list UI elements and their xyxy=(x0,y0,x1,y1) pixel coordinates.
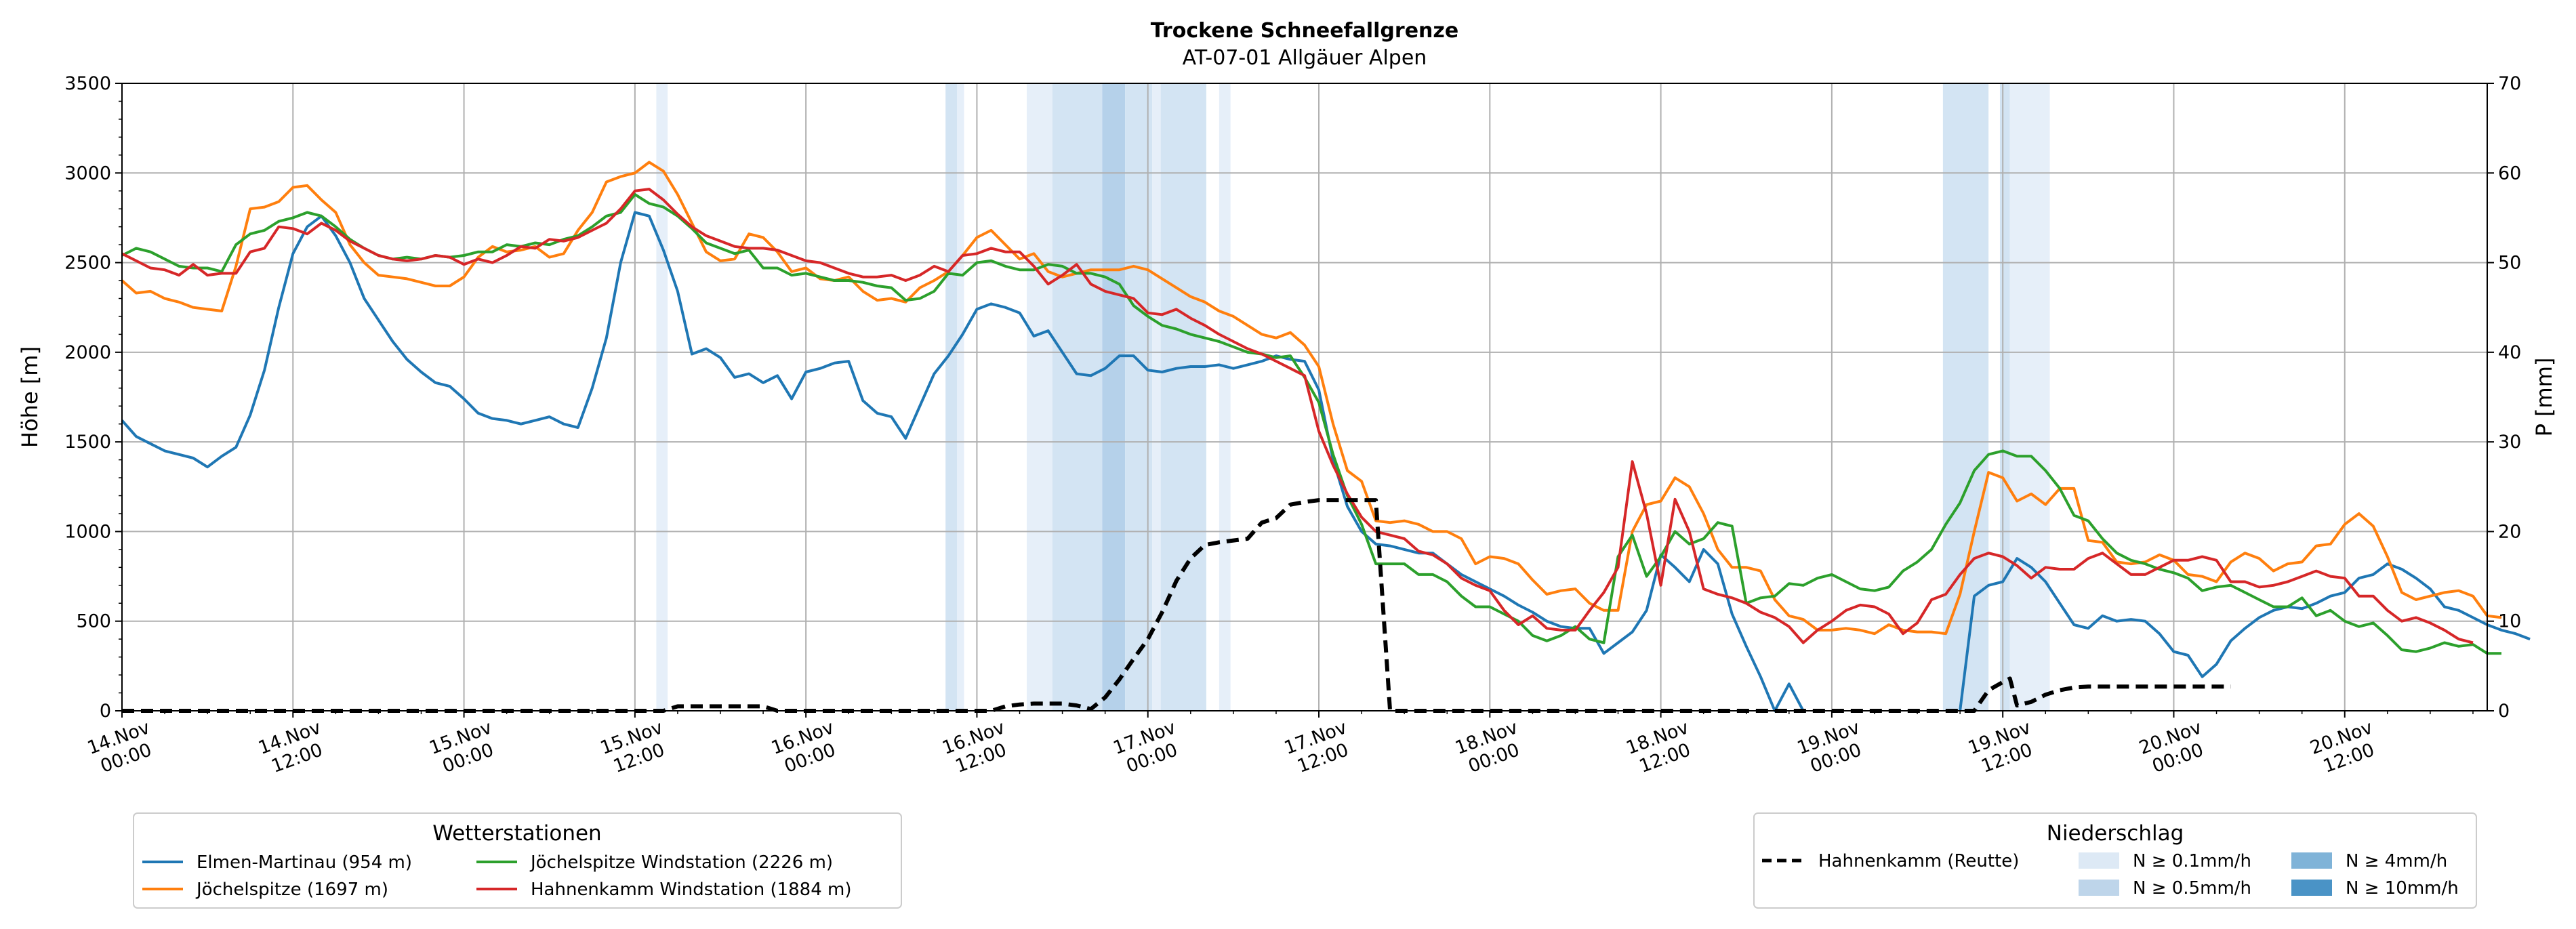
legend-station-label-0: Elmen-Martinau (954 m) xyxy=(197,852,412,873)
x-tick-label-0: 14.Nov00:00 xyxy=(85,717,160,779)
series-line-2 xyxy=(121,193,2501,655)
y2-tick-label-7: 70 xyxy=(2498,73,2521,94)
x-tick-label-6: 17.Nov00:00 xyxy=(1111,717,1186,779)
precip-band-10 xyxy=(1942,83,1989,711)
precip-band-4 xyxy=(1052,83,1103,711)
y-tick-label-5: 2500 xyxy=(64,253,111,274)
series-line-4 xyxy=(122,498,2231,713)
series-line-1 xyxy=(121,161,2502,636)
plot-frame xyxy=(121,83,2488,711)
x-tick-label-2: 15.Nov00:00 xyxy=(426,717,502,779)
y-tick-label-2: 1000 xyxy=(64,521,111,542)
x-tick-label-12: 20.Nov00:00 xyxy=(2136,717,2211,779)
y2-axis-label: P [mm] xyxy=(2531,358,2557,437)
legend-precip-swatch-2 xyxy=(2291,852,2332,869)
x-tick-label-9: 18.Nov12:00 xyxy=(1623,717,1698,779)
legend-precip-swatch-0 xyxy=(2079,852,2119,869)
x-tick-label-7: 17.Nov12:00 xyxy=(1282,717,1357,779)
legend-precip-label-0: N ≥ 0.1mm/h xyxy=(2133,851,2251,871)
legend-precip-swatch-3 xyxy=(2291,880,2332,896)
legend-stations: Wetterstationen Elmen-Martinau (954 m) Jö… xyxy=(133,812,902,909)
y2-tick-label-4: 40 xyxy=(2498,342,2521,363)
x-tick-label-11: 19.Nov12:00 xyxy=(1965,717,2041,779)
y-axis-ticks: 0 500 1000 1500 2000 2500 3000 3500 xyxy=(64,73,122,722)
precip-band-3 xyxy=(1027,83,1052,711)
series-line-0 xyxy=(121,211,1805,712)
x-axis-ticks: 14.Nov00:00 14.Nov12:00 15.Nov00:00 15.Nov1… xyxy=(85,711,2474,779)
legend-precip-swatch-1 xyxy=(2079,880,2119,896)
x-tick-label-13: 20.Nov12:00 xyxy=(2308,717,2383,779)
legend-precip-label-1: N ≥ 0.5mm/h xyxy=(2133,878,2251,899)
y2-tick-label-5: 50 xyxy=(2498,253,2521,274)
y-tick-label-3: 1500 xyxy=(64,432,111,453)
y-tick-label-1: 500 xyxy=(76,611,111,632)
x-tick-label-5: 16.Nov12:00 xyxy=(939,717,1015,779)
legend-stations-title: Wetterstationen xyxy=(432,821,601,846)
y2-tick-label-1: 10 xyxy=(2498,611,2521,632)
y-axis-label: Höhe [m] xyxy=(17,346,43,448)
precip-band-1 xyxy=(945,83,958,711)
y2-tick-label-6: 60 xyxy=(2498,163,2521,184)
legend-precipitation-title: Niederschlag xyxy=(2047,821,2184,846)
precipitation-bands xyxy=(656,83,2050,711)
legend-precip-label-3: N ≥ 10mm/h xyxy=(2346,878,2459,899)
legend-hahnenkamm-reutte-label: Hahnenkamm (Reutte) xyxy=(1818,851,2019,871)
y-tick-label-7: 3500 xyxy=(64,73,111,94)
series-line-3 xyxy=(121,188,2474,644)
precip-band-12 xyxy=(2009,83,2050,711)
legend-station-label-1: Jöchelspitze (1697 m) xyxy=(195,880,388,900)
legend-station-label-2: Jöchelspitze Windstation (2226 m) xyxy=(529,852,833,873)
y-tick-label-0: 0 xyxy=(100,701,111,722)
chart-title: Trockene Schneefallgrenze xyxy=(1151,19,1458,43)
legend-precipitation: Niederschlag Hahnenkamm (Reutte) N ≥ 0.1… xyxy=(1753,812,2477,909)
precip-band-11 xyxy=(1999,83,2010,711)
y-tick-label-6: 3000 xyxy=(64,163,111,184)
series-lines xyxy=(121,161,2531,713)
chart-subtitle: AT-07-01 Allgäuer Alpen xyxy=(1183,46,1427,70)
precip-band-8 xyxy=(1160,83,1206,711)
y2-axis-ticks: 0 10 20 30 40 50 60 70 xyxy=(2487,73,2521,722)
grid-lines xyxy=(121,83,2487,711)
precip-band-2 xyxy=(957,83,964,711)
y2-tick-label-0: 0 xyxy=(2498,701,2510,722)
x-tick-label-3: 15.Nov12:00 xyxy=(598,717,673,779)
x-tick-label-8: 18.Nov00:00 xyxy=(1452,717,1528,779)
x-tick-label-10: 19.Nov00:00 xyxy=(1795,717,1870,779)
legend-precip-label-2: N ≥ 4mm/h xyxy=(2346,851,2447,871)
y-tick-label-4: 2000 xyxy=(64,342,111,363)
x-tick-label-4: 16.Nov00:00 xyxy=(769,717,844,779)
legend-station-label-3: Hahnenkamm Windstation (1884 m) xyxy=(531,880,852,900)
precip-band-7 xyxy=(1152,83,1161,711)
precip-band-5 xyxy=(1102,83,1126,711)
precip-band-9 xyxy=(1219,83,1231,711)
x-tick-label-1: 14.Nov12:00 xyxy=(255,717,331,779)
y2-tick-label-3: 30 xyxy=(2498,432,2521,453)
y2-tick-label-2: 20 xyxy=(2498,521,2521,542)
